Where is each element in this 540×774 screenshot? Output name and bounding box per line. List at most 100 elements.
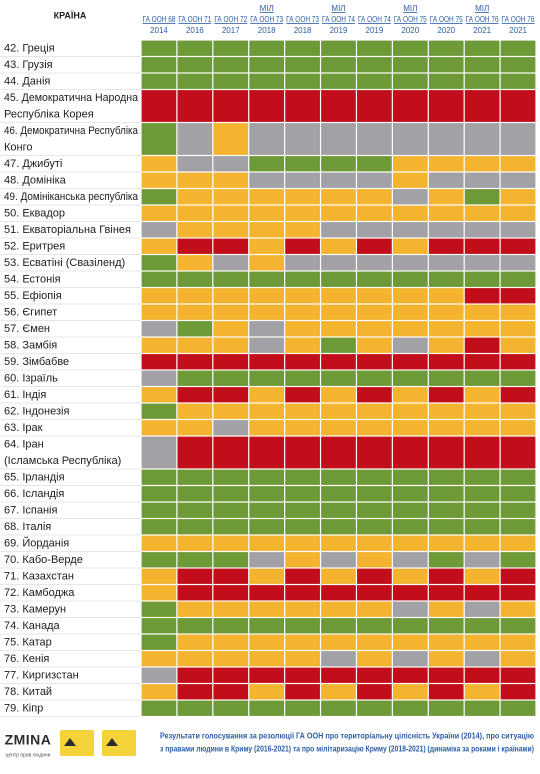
vote-cell xyxy=(500,370,536,386)
country-label: 78. Китай xyxy=(4,686,52,698)
vote-cell xyxy=(464,552,500,568)
vote-cell xyxy=(177,73,213,89)
vote-cell xyxy=(213,172,249,188)
vote-cell xyxy=(177,667,213,683)
vote-cell xyxy=(141,486,177,502)
vote-cell xyxy=(249,634,285,650)
vote-cell xyxy=(249,57,285,73)
vote-cell xyxy=(177,601,213,617)
country-label: 65. Ірландія xyxy=(4,472,65,484)
vote-cell xyxy=(249,370,285,386)
vote-cell xyxy=(464,519,500,535)
vote-cell xyxy=(285,238,320,254)
vote-cell xyxy=(213,337,249,353)
vote-cell xyxy=(213,222,249,238)
country-label: 57. Ємен xyxy=(4,323,50,335)
vote-cell xyxy=(249,271,285,287)
vote-cell xyxy=(464,40,500,56)
vote-cell xyxy=(464,469,500,485)
vote-cell xyxy=(321,552,356,568)
vote-cell xyxy=(213,304,249,320)
vote-cell xyxy=(357,436,392,469)
column-header: ГА ООН 75 xyxy=(430,15,463,24)
vote-cell xyxy=(357,172,392,188)
vote-cell xyxy=(213,123,249,155)
vote-cell xyxy=(213,73,249,89)
vote-cell xyxy=(177,502,213,518)
country-header: КРАЇНА xyxy=(54,10,87,20)
vote-cell xyxy=(428,255,464,271)
vote-cell xyxy=(392,436,428,469)
vote-cell xyxy=(321,519,356,535)
country-label: 44. Данія xyxy=(4,76,50,88)
vote-cell xyxy=(321,354,356,370)
vote-cell xyxy=(213,486,249,502)
vote-cell xyxy=(285,189,320,205)
vote-cell xyxy=(321,420,356,436)
vote-cell xyxy=(177,634,213,650)
vote-cell xyxy=(285,684,320,700)
vote-cell xyxy=(321,222,356,238)
vote-cell xyxy=(177,288,213,304)
vote-cell xyxy=(141,601,177,617)
vote-cell xyxy=(464,337,500,353)
vote-cell xyxy=(500,156,536,172)
vote-cell xyxy=(321,156,356,172)
vote-cell xyxy=(177,436,213,469)
country-label: 48. Домініка xyxy=(4,175,67,187)
vote-cell xyxy=(464,486,500,502)
vote-cell xyxy=(321,238,356,254)
vote-cell xyxy=(249,585,285,601)
vote-cell xyxy=(285,568,320,584)
vote-cell xyxy=(213,700,249,716)
vote-cell xyxy=(464,387,500,403)
vote-cell xyxy=(392,519,428,535)
vote-cell xyxy=(285,436,320,469)
country-label: 59. Зімбабве xyxy=(4,356,69,368)
vote-cell xyxy=(177,651,213,667)
vote-cell xyxy=(177,469,213,485)
vote-cell xyxy=(428,436,464,469)
vote-cell xyxy=(141,667,177,683)
vote-cell xyxy=(141,238,177,254)
vote-cell xyxy=(285,271,320,287)
column-header: ГА ООН 75 xyxy=(394,15,427,24)
vote-cell xyxy=(141,288,177,304)
vote-cell xyxy=(392,568,428,584)
vote-cell xyxy=(464,684,500,700)
vote-cell xyxy=(285,700,320,716)
vote-cell xyxy=(141,205,177,221)
vote-cell xyxy=(285,585,320,601)
vote-cell xyxy=(321,255,356,271)
vote-cell xyxy=(464,156,500,172)
vote-cell xyxy=(392,271,428,287)
vote-cell xyxy=(141,40,177,56)
column-header: МІЛ xyxy=(260,4,274,13)
vote-cell xyxy=(141,172,177,188)
vote-cell xyxy=(249,156,285,172)
vote-cell xyxy=(285,90,320,122)
vote-cell xyxy=(141,73,177,89)
vote-cell xyxy=(357,189,392,205)
vote-cell xyxy=(177,189,213,205)
vote-cell xyxy=(357,585,392,601)
country-label: 54. Естонія xyxy=(4,274,61,286)
vote-cell xyxy=(500,700,536,716)
vote-cell xyxy=(357,321,392,337)
vote-cell xyxy=(213,436,249,469)
vote-cell xyxy=(357,651,392,667)
vote-cell xyxy=(357,238,392,254)
vote-cell xyxy=(285,123,320,155)
vote-cell xyxy=(392,156,428,172)
vote-cell xyxy=(428,420,464,436)
country-label: Республіка Корея xyxy=(4,109,94,121)
vote-cell xyxy=(357,156,392,172)
vote-cell xyxy=(213,238,249,254)
vote-cell xyxy=(500,436,536,469)
vote-cell xyxy=(177,90,213,122)
vote-cell xyxy=(500,535,536,551)
country-label: 47. Джибуті xyxy=(4,158,62,170)
vote-cell xyxy=(249,469,285,485)
vote-cell xyxy=(141,568,177,584)
country-label: 67. Іспанія xyxy=(4,505,57,517)
